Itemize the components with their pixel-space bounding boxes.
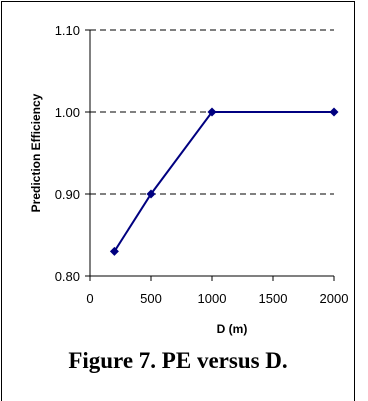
x-tick-label: 1000 (198, 291, 227, 306)
data-point-marker (146, 189, 156, 199)
y-tick-label: 1.10 (55, 23, 80, 38)
series-line-path (113, 111, 334, 252)
figure-frame (1, 1, 355, 401)
y-axis-title: Prediction Efficiency (29, 93, 43, 212)
y-tick-label: 1.00 (55, 105, 80, 120)
data-point-marker (109, 246, 119, 256)
x-tick-label: 2000 (320, 291, 349, 306)
data-point-marker (207, 107, 217, 117)
y-tick-label: 0.90 (55, 187, 80, 202)
y-tick-label: 0.80 (55, 269, 80, 284)
x-tick-label: 500 (140, 291, 162, 306)
axes (85, 29, 335, 281)
data-markers (109, 107, 339, 256)
data-point-marker (329, 107, 339, 117)
x-axis-title: D (m) (217, 322, 248, 336)
y-tick-labels: 0.80 0.90 1.00 1.10 (55, 23, 80, 284)
figure-caption: Figure 7. PE versus D. (68, 348, 288, 373)
x-tick-label: 0 (86, 291, 93, 306)
line-chart: 0.800.901.001.10 0 500 1000 1500 2000 D (m) … (29, 23, 348, 336)
series-line (113, 111, 334, 252)
x-tick-labels: 0 500 1000 1500 2000 (86, 291, 348, 306)
x-tick-label: 1500 (259, 291, 288, 306)
